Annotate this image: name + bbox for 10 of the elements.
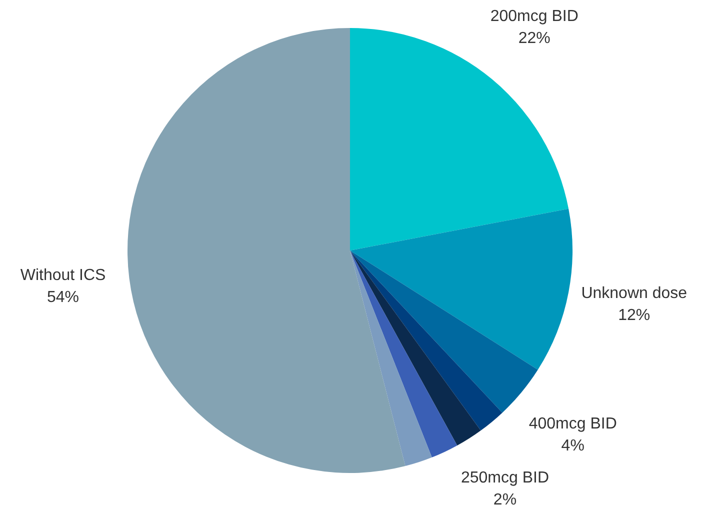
- data-label: 12%: [618, 307, 650, 324]
- slice-label: 250mcg BID: [460, 469, 550, 486]
- slice-label: 200mcg BID: [490, 8, 578, 26]
- data-label: 54%: [47, 289, 80, 306]
- slice-label: Without ICS: [20, 267, 106, 284]
- slice-label: 400mcg BID: [528, 415, 617, 432]
- data-label: 22%: [518, 30, 550, 48]
- data-label: 4%: [561, 437, 584, 454]
- data-label: 2%: [493, 491, 517, 508]
- slice-label: Unknown dose: [581, 285, 688, 302]
